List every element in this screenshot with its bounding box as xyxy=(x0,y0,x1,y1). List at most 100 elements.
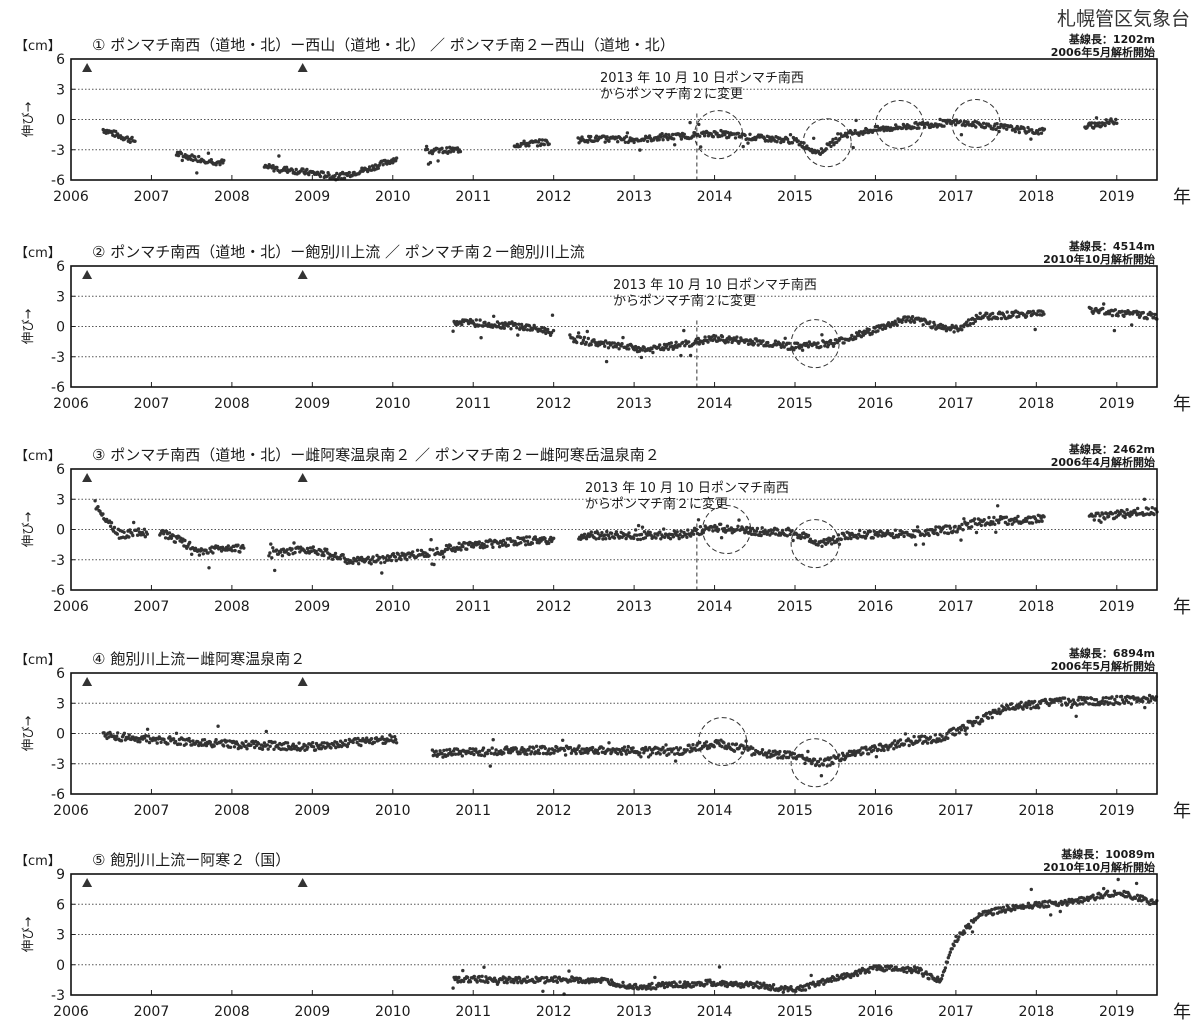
data-point xyxy=(1110,512,1115,516)
data-point xyxy=(928,320,932,324)
data-point xyxy=(643,536,648,540)
data-point xyxy=(376,558,380,562)
data-point xyxy=(868,529,872,534)
y-tick-label: 0 xyxy=(56,320,65,336)
data-point xyxy=(1016,514,1020,519)
data-point xyxy=(945,960,950,964)
data-point xyxy=(477,974,481,979)
data-point xyxy=(468,980,473,984)
data-point xyxy=(785,534,789,538)
data-point xyxy=(854,118,858,123)
x-tick-label: 2013 xyxy=(616,1004,652,1020)
data-point xyxy=(942,124,946,128)
data-point xyxy=(492,314,496,318)
data-point xyxy=(574,751,578,756)
plot-frame xyxy=(70,468,1158,591)
data-point xyxy=(1102,886,1106,891)
x-tick-label: 2006 xyxy=(53,189,89,205)
data-point xyxy=(1150,506,1154,510)
data-point xyxy=(751,746,755,750)
data-point xyxy=(925,528,929,532)
data-point xyxy=(137,530,142,534)
data-point xyxy=(709,980,713,985)
data-point xyxy=(1101,306,1105,311)
data-point xyxy=(625,131,630,135)
data-point xyxy=(551,328,556,333)
data-point xyxy=(127,733,131,737)
data-point xyxy=(478,749,482,754)
data-point xyxy=(381,163,385,167)
data-point xyxy=(389,558,394,563)
data-point xyxy=(516,333,520,337)
data-point xyxy=(188,540,192,545)
data-point xyxy=(639,355,644,360)
data-point xyxy=(1103,517,1107,521)
data-point xyxy=(840,757,844,761)
x-tick-label: 2007 xyxy=(134,396,170,412)
data-point xyxy=(658,343,662,347)
data-point xyxy=(599,533,603,538)
event-marker-triangle xyxy=(297,677,308,686)
data-point xyxy=(545,975,549,980)
data-point xyxy=(638,148,642,152)
y-unit-label: 【cm】 xyxy=(15,449,61,464)
year-unit-label: 年 xyxy=(1173,394,1191,415)
data-point xyxy=(396,552,400,556)
data-point xyxy=(517,322,521,326)
data-point xyxy=(889,964,894,968)
data-point xyxy=(1040,519,1044,523)
data-point xyxy=(720,134,724,138)
data-point xyxy=(1143,705,1147,710)
data-point xyxy=(661,138,665,142)
data-point xyxy=(769,528,773,532)
data-point xyxy=(284,748,289,752)
data-point xyxy=(155,741,159,745)
data-point xyxy=(1028,515,1033,520)
data-point xyxy=(505,981,509,985)
data-point xyxy=(489,751,493,755)
data-point xyxy=(735,335,739,339)
data-point xyxy=(386,558,391,562)
data-point xyxy=(842,972,846,976)
data-point xyxy=(831,137,835,142)
data-point xyxy=(638,751,642,755)
data-point xyxy=(782,754,786,758)
data-point xyxy=(1120,309,1124,313)
data-point xyxy=(285,741,290,745)
data-point xyxy=(612,341,616,345)
data-point xyxy=(394,741,399,745)
data-point xyxy=(1029,887,1034,892)
data-point xyxy=(720,744,724,749)
x-tick-label: 2013 xyxy=(616,599,652,615)
data-point xyxy=(128,140,132,144)
data-point xyxy=(755,526,760,531)
data-point xyxy=(795,532,799,537)
data-point xyxy=(438,749,442,753)
data-point xyxy=(741,744,745,748)
data-point xyxy=(214,738,218,742)
data-point xyxy=(479,753,484,757)
data-point xyxy=(765,755,769,759)
data-point xyxy=(746,342,751,346)
data-point xyxy=(602,134,606,138)
data-point xyxy=(746,141,750,145)
data-point xyxy=(601,537,605,541)
data-point xyxy=(958,119,963,124)
data-point xyxy=(551,979,556,983)
data-point xyxy=(796,139,800,143)
data-point xyxy=(355,740,359,745)
x-tick-label: 2017 xyxy=(938,189,974,205)
data-point xyxy=(307,172,311,177)
data-point xyxy=(781,990,785,994)
data-point xyxy=(838,137,842,141)
plot-frame xyxy=(70,265,1158,388)
x-tick-label: 2015 xyxy=(777,599,813,615)
data-point xyxy=(952,943,956,948)
data-point xyxy=(966,318,971,322)
data-point xyxy=(114,737,118,742)
data-point xyxy=(617,347,621,351)
data-point xyxy=(112,525,117,530)
data-point xyxy=(733,136,738,140)
data-point xyxy=(1101,512,1105,516)
x-tick-label: 2017 xyxy=(938,599,974,615)
